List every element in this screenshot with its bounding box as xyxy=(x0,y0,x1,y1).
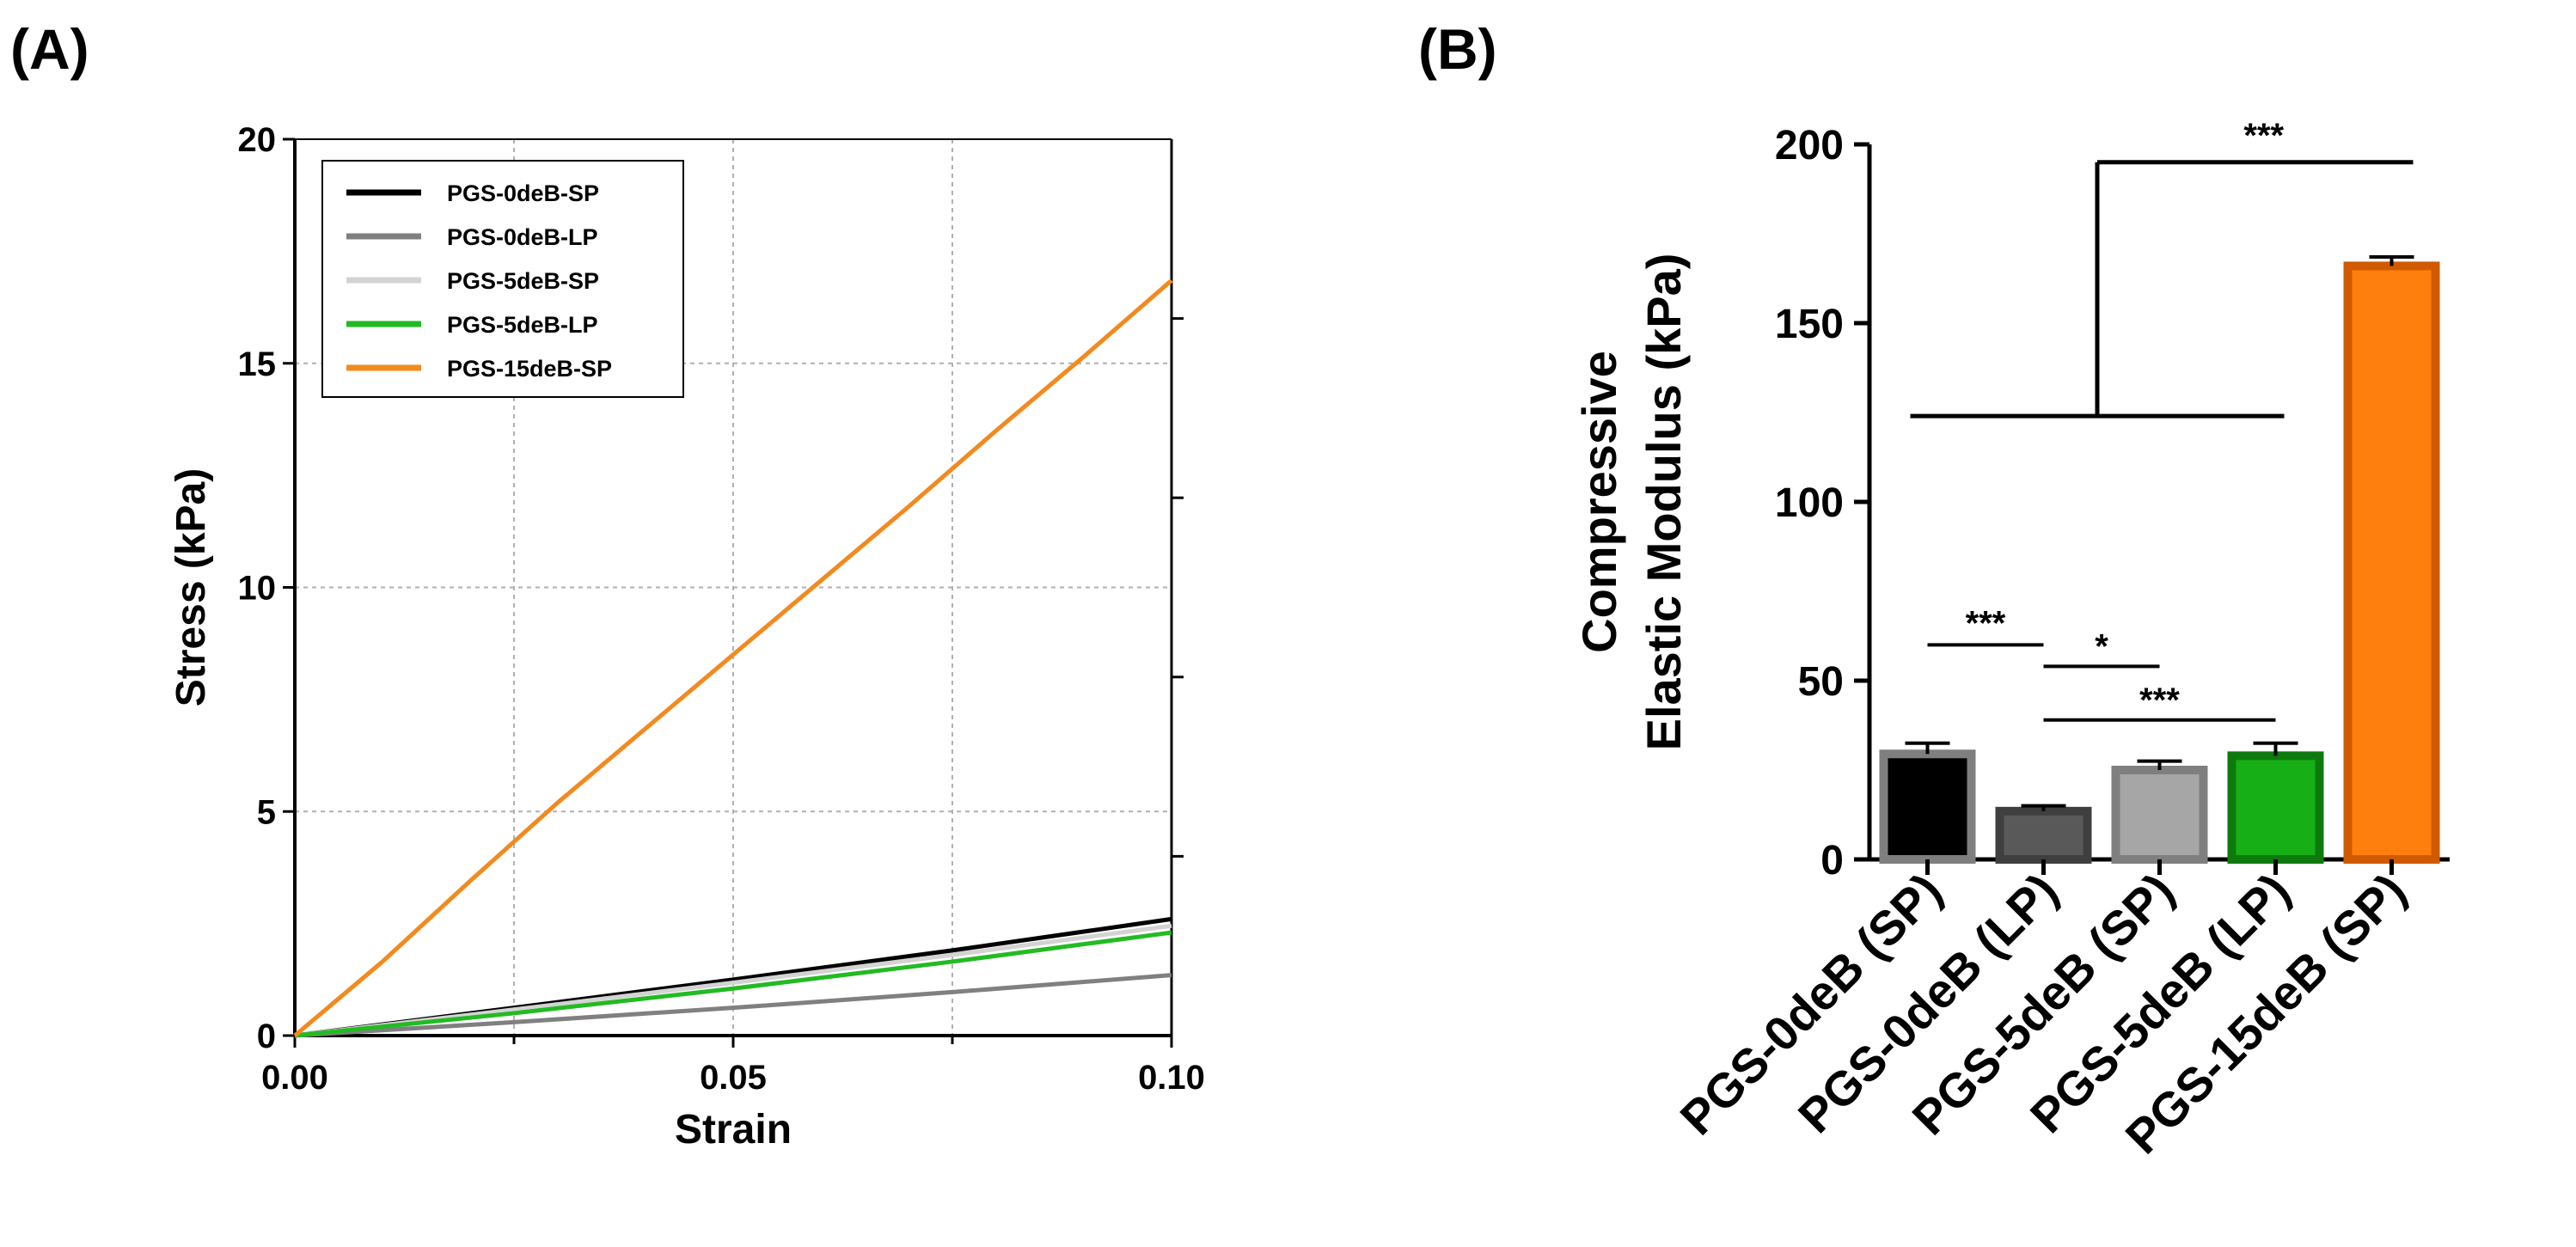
x-tick-label: 0.10 xyxy=(1138,1059,1205,1097)
series-line-pgs-15deb-sp xyxy=(293,278,1173,1037)
bar-5 xyxy=(2343,261,2440,864)
significance-label: *** xyxy=(2243,117,2284,155)
panel-a-label: (A) xyxy=(10,17,89,81)
y-tick-label: 150 xyxy=(1775,302,1844,347)
x-tick-label: 0.05 xyxy=(700,1059,767,1097)
significance-label: * xyxy=(2095,627,2108,665)
bar-3 xyxy=(2111,766,2208,864)
y-tick-label: 200 xyxy=(1775,123,1844,168)
y-tick-label: 15 xyxy=(238,345,277,383)
y-tick-label: 10 xyxy=(238,570,277,608)
y-tick-label: 20 xyxy=(238,121,277,159)
bar-4 xyxy=(2227,751,2324,864)
significance-label: *** xyxy=(1966,604,2006,642)
y-tick-label: 5 xyxy=(257,793,276,831)
y-axis-title-line-1: Compressive xyxy=(1572,351,1626,653)
legend-label: PGS-0deB-LP xyxy=(447,224,598,250)
series-line-pgs-5deb-sp xyxy=(294,923,1172,1038)
legend-label: PGS-5deB-SP xyxy=(447,268,599,294)
series-line-pgs-5deb-lp xyxy=(294,930,1172,1038)
y-axis-title: Stress (kPa) xyxy=(168,468,214,706)
y-tick-label: 100 xyxy=(1775,480,1844,526)
bar-1 xyxy=(1879,749,1976,865)
legend-label: PGS-0deB-SP xyxy=(447,180,599,206)
stress-strain-chart: 0 5 10 15 20 0.00 0.05 0.10 Strain Stress (kPa) PG… xyxy=(168,121,1205,1152)
y-tick-label: 0 xyxy=(257,1018,276,1055)
y-axis-title-line-2: Elastic Modulus (kPa) xyxy=(1637,254,1691,751)
y-tick-label: 0 xyxy=(1820,838,1844,883)
x-tick-label: 0.00 xyxy=(261,1059,328,1097)
panel-b-label: (B) xyxy=(1418,17,1497,81)
elastic-modulus-chart: 0 50 100 150 200 Compressive Elastic Modulus (… xyxy=(1572,117,2450,1164)
significance-label: *** xyxy=(2139,682,2180,719)
bar-2 xyxy=(1995,806,2092,865)
series-line-pgs-0deb-lp xyxy=(294,973,1172,1038)
y-tick-label: 50 xyxy=(1798,659,1844,705)
x-axis-title: Strain xyxy=(675,1107,792,1152)
legend-label: PGS-5deB-LP xyxy=(447,312,598,338)
legend-label: PGS-15deB-SP xyxy=(447,356,612,382)
